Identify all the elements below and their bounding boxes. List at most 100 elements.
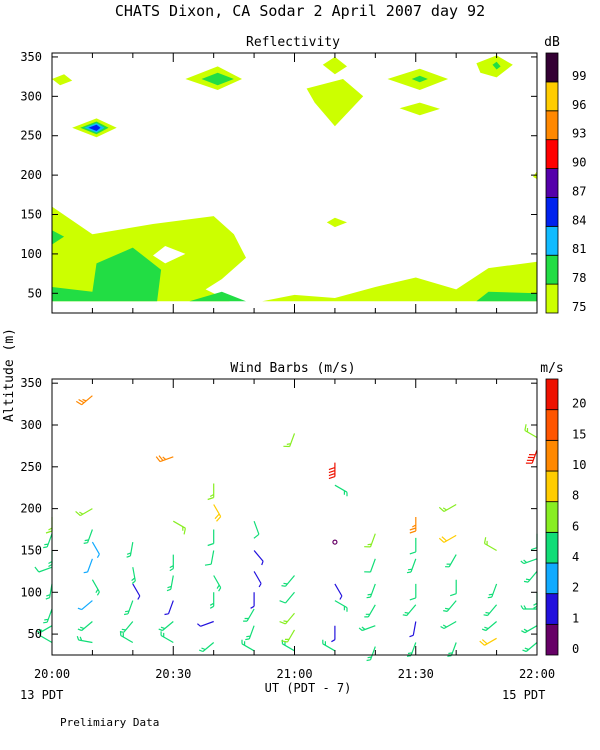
wind-barb <box>213 575 222 592</box>
wind-barb <box>45 517 53 534</box>
wind-barb <box>279 591 295 604</box>
reflectivity-region <box>88 124 101 131</box>
wind-barb <box>364 533 376 548</box>
wind-barb <box>447 642 457 657</box>
x-note-right: 15 PDT <box>502 688 545 702</box>
colorbar-label: 99 <box>572 69 586 83</box>
colorbar-swatch <box>545 409 559 441</box>
wind-barbs-panel: Wind Barbs (m/s) m/s 5010015020025030035… <box>20 361 586 681</box>
colorbar-swatch <box>545 197 559 227</box>
wind-barb <box>83 558 93 574</box>
wind-barb <box>209 592 215 609</box>
y-tick-label: 250 <box>20 460 42 474</box>
wind-barb <box>164 600 174 616</box>
reflectivity-region <box>322 56 347 75</box>
wind-barb <box>483 537 497 552</box>
colorbar-label: 1 <box>572 611 579 625</box>
colorbar-swatch <box>545 562 559 595</box>
wind-barbs-title: Wind Barbs (m/s) <box>230 361 355 376</box>
wind-barb <box>409 537 417 555</box>
reflectivity-region <box>326 217 347 228</box>
wind-barb <box>120 631 134 644</box>
wind-barb <box>253 571 262 588</box>
colorbar-label: 20 <box>572 397 586 411</box>
reflectivity-region <box>262 261 537 302</box>
wind-barb <box>440 620 457 630</box>
wind-barb <box>204 550 215 566</box>
reflectivity-region <box>189 291 246 302</box>
wind-barb <box>406 642 417 657</box>
x-tick-label: 20:30 <box>155 667 191 681</box>
colorbar-swatch <box>545 531 559 564</box>
wind-barb <box>283 433 296 448</box>
wind-barb <box>525 449 538 464</box>
wind-barb <box>520 558 538 565</box>
wind-barb <box>445 554 457 568</box>
colorbar-label: 78 <box>572 271 586 285</box>
wind-barb <box>119 621 134 633</box>
wind-barb <box>520 605 537 610</box>
wind-barb <box>334 600 348 612</box>
wind-barb <box>75 508 93 517</box>
y-tick-label: 50 <box>28 627 42 641</box>
wind-barb <box>522 642 538 653</box>
footer-note: Prelimiary Data <box>60 716 159 729</box>
x-tick-label: 21:30 <box>398 667 434 681</box>
colorbar-swatch <box>545 283 559 314</box>
colorbar-swatch <box>545 501 559 533</box>
wind-barb <box>75 395 93 406</box>
colorbar-swatch <box>545 593 559 625</box>
figure-title: CHATS Dixon, CA Sodar 2 April 2007 day 9… <box>115 2 485 20</box>
wind-barb <box>409 583 417 601</box>
wind-barb <box>43 533 53 549</box>
reflectivity-region <box>306 79 364 127</box>
colorbar-label: 75 <box>572 300 586 314</box>
wind-barb <box>521 625 538 634</box>
wind-barb <box>250 592 255 609</box>
reflectivity-region <box>411 75 428 83</box>
colorbar-label: 81 <box>572 242 586 256</box>
wind-barb <box>34 566 53 573</box>
wind-barb <box>126 541 134 558</box>
wind-barb <box>443 600 457 612</box>
calm-marker <box>332 539 338 545</box>
colorbar-label: 93 <box>572 127 586 141</box>
wind-barb <box>197 620 214 627</box>
y-tick-label: 300 <box>20 89 42 103</box>
wind-barb <box>450 579 457 597</box>
y-tick-label: 100 <box>20 585 42 599</box>
wind-barb <box>166 575 174 592</box>
wind-barb <box>48 550 53 568</box>
colorbar-swatch <box>545 168 559 198</box>
colorbar-label: 84 <box>572 213 586 227</box>
colorbar-label: 10 <box>572 458 586 472</box>
wind-barb <box>241 639 255 652</box>
y-tick-label: 250 <box>20 129 42 143</box>
colorbar-label: 6 <box>572 519 579 533</box>
reflectivity-gap <box>153 246 186 264</box>
wind-barb <box>331 625 336 643</box>
reflectivity-region <box>492 61 501 70</box>
x-tick-label: 22:00 <box>519 667 555 681</box>
y-tick-label: 300 <box>20 418 42 432</box>
reflectivity-region <box>476 291 537 302</box>
wind-barb <box>364 558 376 573</box>
wind-barb <box>281 575 295 587</box>
colorbar-label: 2 <box>572 581 579 595</box>
reflectivity-region <box>52 74 73 86</box>
wind-barb <box>334 484 348 497</box>
reflectivity-region <box>201 72 234 86</box>
wind-barb <box>322 639 336 652</box>
wind-barb <box>366 583 376 599</box>
wind-barb <box>45 583 53 600</box>
wind-barb <box>243 608 255 622</box>
colorbar-label: 87 <box>572 184 586 198</box>
wind-barb <box>409 517 417 534</box>
wind-barb <box>481 621 497 632</box>
colorbar-swatch <box>545 52 559 83</box>
wind-barb <box>131 567 136 584</box>
wind-barb <box>524 424 538 439</box>
wind-barb <box>155 455 174 463</box>
wind-barb <box>207 483 215 501</box>
wind-barb <box>160 631 174 644</box>
